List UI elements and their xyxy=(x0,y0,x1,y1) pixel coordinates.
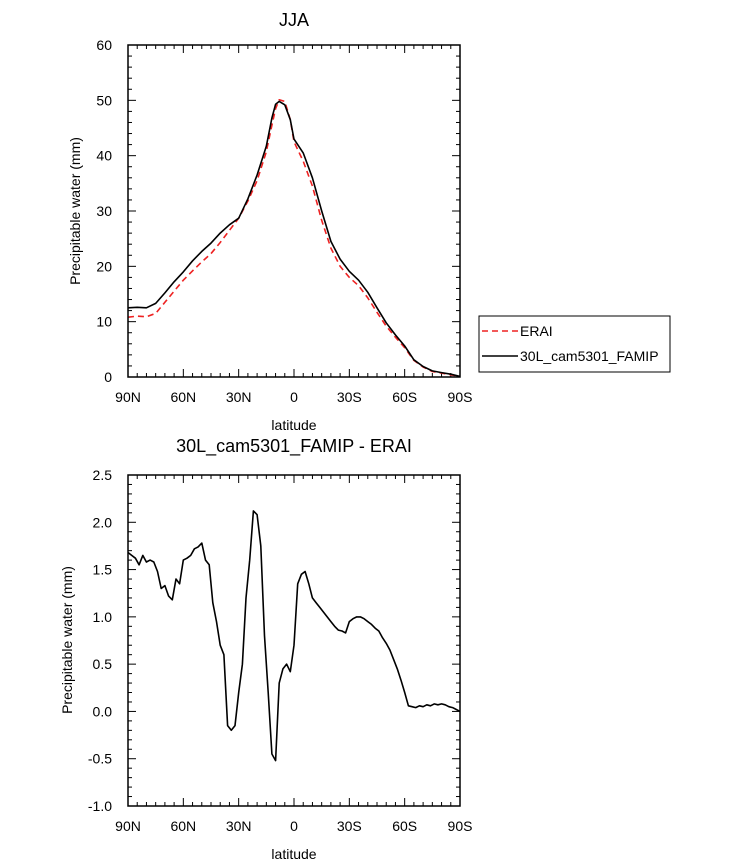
y-tick-label: 0.0 xyxy=(93,703,113,719)
y-axis-label: Precipitable water (mm) xyxy=(67,137,83,285)
y-tick-label: 20 xyxy=(96,258,112,274)
plot-frame xyxy=(127,474,461,807)
x-tick-label: 30N xyxy=(226,818,252,834)
x-tick-label: 60S xyxy=(392,389,417,405)
ticks-layer: 90N 60N 30N 0 30S 60S 90S 0 10 20 30 40 50 60 xyxy=(96,37,472,405)
y-tick-label: 10 xyxy=(96,314,112,330)
y-tick-label: 40 xyxy=(96,148,112,164)
y-tick-label: 2.0 xyxy=(93,514,113,530)
x-tick-label: 90N xyxy=(115,818,141,834)
y-tick-label: 60 xyxy=(96,37,112,53)
series-layer xyxy=(127,99,461,378)
legend: ERAI 30L_cam5301_FAMIP xyxy=(478,315,671,373)
x-tick-label: 60N xyxy=(170,389,196,405)
panel-bottom: 30L_cam5301_FAMIP - ERAI 90N 60N 30N 0 30S 60… xyxy=(59,436,472,862)
x-tick-label: 90S xyxy=(448,818,473,834)
legend-label-model: 30L_cam5301_FAMIP xyxy=(520,348,659,364)
series-line-0 xyxy=(127,99,461,378)
legend-label-erai: ERAI xyxy=(520,323,553,339)
x-tick-label: 30S xyxy=(337,818,362,834)
y-tick-label: 50 xyxy=(96,92,112,108)
y-tick-label: -1.0 xyxy=(88,798,112,814)
x-tick-label: 0 xyxy=(290,389,298,405)
series-line-1 xyxy=(127,100,461,378)
x-axis-label: latitude xyxy=(271,846,316,862)
x-tick-label: 30N xyxy=(226,389,252,405)
ticks-layer: 90N 60N 30N 0 30S 60S 90S -1.0 -0.5 0.0 0.5 1.0 1.5 2… xyxy=(88,467,473,834)
y-tick-label: 0.5 xyxy=(93,656,113,672)
x-tick-label: 0 xyxy=(290,818,298,834)
y-tick-label: 30 xyxy=(96,203,112,219)
series-line-0 xyxy=(127,510,461,762)
y-tick-label: 1.0 xyxy=(93,609,113,625)
x-tick-label: 60N xyxy=(170,818,196,834)
chart-title: JJA xyxy=(279,10,309,30)
y-tick-label: 1.5 xyxy=(93,562,113,578)
y-tick-label: 2.5 xyxy=(93,467,113,483)
x-tick-label: 30S xyxy=(337,389,362,405)
y-axis-label: Precipitable water (mm) xyxy=(59,566,75,714)
plot-frame xyxy=(127,44,461,378)
x-tick-label: 90S xyxy=(448,389,473,405)
legend-box xyxy=(478,315,671,373)
y-tick-label: 0 xyxy=(104,369,112,385)
x-tick-label: 60S xyxy=(392,818,417,834)
panel-top: JJA 90N 60N 30N 0 30S 60S 90S 0 10 20 30 40 50 60 lat… xyxy=(67,10,671,433)
y-tick-label: -0.5 xyxy=(88,751,112,767)
x-axis-label: latitude xyxy=(271,417,316,433)
series-layer xyxy=(127,510,461,762)
chart-title: 30L_cam5301_FAMIP - ERAI xyxy=(176,436,412,457)
x-tick-label: 90N xyxy=(115,389,141,405)
